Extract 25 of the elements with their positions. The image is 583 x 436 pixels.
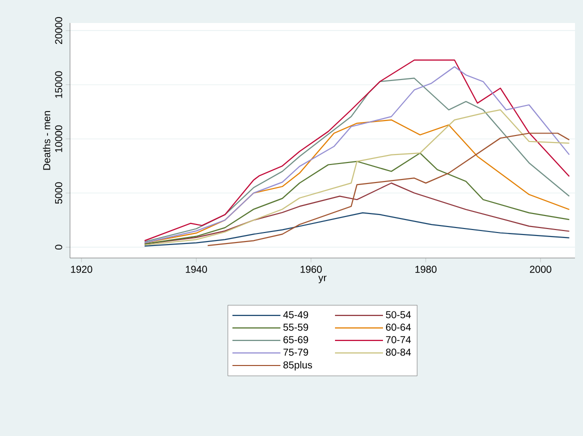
legend-label: 85plus [283, 361, 312, 370]
y-tick-label: 5000 [55, 182, 62, 204]
x-tick-label: 1940 [186, 266, 207, 273]
line-series [144, 152, 570, 244]
y-tick-label: 10000 [55, 125, 62, 152]
legend-label: 65-69 [283, 336, 308, 344]
y-tick-label: 20000 [55, 17, 62, 44]
legend-label: 60-64 [386, 324, 411, 331]
legend-label: 45-49 [283, 311, 308, 318]
y-tick-label: 15000 [55, 71, 62, 98]
x-tick-label: 2000 [530, 266, 552, 273]
line-series [207, 132, 570, 246]
line-series [144, 212, 570, 247]
line-series [144, 182, 570, 244]
x-tick-label: 1960 [300, 266, 322, 273]
y-axis-title: Deaths - men [42, 111, 50, 170]
legend-label: 80-84 [386, 348, 411, 356]
x-tick-label: 1920 [71, 266, 92, 273]
legend-label: 50-54 [386, 311, 411, 318]
x-axis-title: yr [318, 276, 326, 284]
legend-label: 75-79 [283, 348, 308, 356]
y-tick-label: 0 [55, 244, 62, 250]
legend-label: 55-59 [283, 324, 308, 331]
x-tick-label: 1980 [415, 266, 437, 273]
legend-label: 70-74 [386, 336, 411, 344]
